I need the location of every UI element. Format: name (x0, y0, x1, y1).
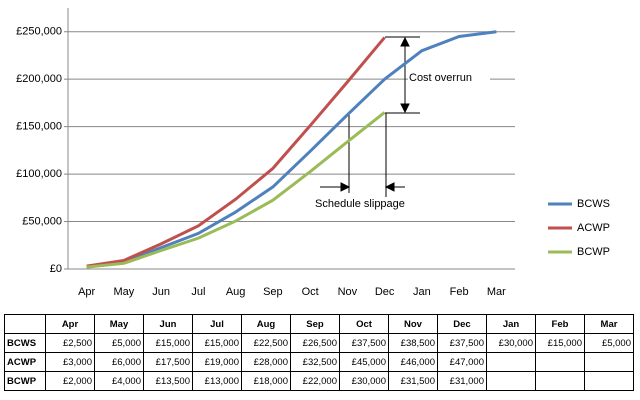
x-tick-label: Feb (450, 286, 469, 298)
table-cell: £28,000 (241, 352, 291, 372)
series-line (86, 36, 386, 268)
row-label: ACWP (4, 352, 46, 372)
data-table: Apr May Jun Jul Aug Sep Oct Nov Dec Jan Feb Mar BCW… (4, 314, 634, 391)
plot: £0 £50,000 £100,000 £150,000 £200,000 £250,00… (16, 8, 515, 298)
x-tick-label: Sep (263, 286, 283, 298)
table-cell: £6,000 (94, 352, 144, 372)
chart: £0 £50,000 £100,000 £150,000 £200,000 £250,00… (16, 8, 610, 298)
table-cell: £30,000 (486, 333, 536, 353)
table-cell: £47,000 (437, 352, 487, 372)
column-header: Dec (437, 314, 487, 334)
column-header: Sep (290, 314, 340, 334)
table-row: BCWP £2,000 £4,000 £13,500 £13,000 £18,000 £22… (4, 371, 634, 391)
column-header: Mar (584, 314, 634, 334)
empty-cell (584, 371, 634, 391)
table-cell: £5,000 (584, 333, 634, 353)
column-header: May (94, 314, 144, 334)
annotation-bg (408, 70, 490, 86)
annotation-arrows (320, 36, 420, 197)
table-cell: £17,500 (143, 352, 193, 372)
series-line (86, 30, 497, 269)
table-cell: £15,000 (192, 333, 242, 353)
x-tick-label: Jan (413, 286, 431, 298)
x-tick-label: Mar (487, 286, 506, 298)
table-cell: £31,000 (437, 371, 487, 391)
x-tick-label: Apr (78, 286, 95, 298)
empty-cell (486, 352, 536, 372)
table-cell: £46,000 (388, 352, 438, 372)
series-line (86, 111, 386, 269)
column-header: Jan (486, 314, 536, 334)
x-tick-label: May (113, 286, 134, 298)
x-tick-label: Jun (152, 286, 170, 298)
x-tick-label: Dec (375, 286, 395, 298)
row-label: BCWP (4, 371, 46, 391)
y-tick-label: £150,000 (16, 121, 62, 133)
table-cell: £37,500 (339, 333, 389, 353)
table-row: BCWS £2,500 £5,000 £15,000 £15,000 £22,500 £26… (4, 333, 634, 353)
y-tick-label: £50,000 (22, 215, 62, 227)
legend-label: BCWS (577, 198, 610, 210)
table-cell: £15,000 (143, 333, 193, 353)
column-header: Aug (241, 314, 291, 334)
table-cell: £19,000 (192, 352, 242, 372)
column-header: Jun (143, 314, 193, 334)
column-header: Jul (192, 314, 242, 334)
table-cell: £13,500 (143, 371, 193, 391)
table-cell: £15,000 (535, 333, 585, 353)
column-header: Oct (339, 314, 389, 334)
table-cell: £2,000 (45, 371, 95, 391)
table-cell: £32,500 (290, 352, 340, 372)
table-cell: £4,000 (94, 371, 144, 391)
table-cell: £30,000 (339, 371, 389, 391)
empty-cell (535, 371, 585, 391)
table-cell: £5,000 (94, 333, 144, 353)
table-cell: £18,000 (241, 371, 291, 391)
table-cell: £2,500 (45, 333, 95, 353)
annotation: Schedule slippage (315, 198, 405, 210)
blank-cell (4, 314, 46, 334)
x-tick-label: Jul (191, 286, 205, 298)
table-cell: £31,500 (388, 371, 438, 391)
column-header: Apr (45, 314, 95, 334)
legend-label: BCWP (577, 246, 610, 258)
column-header: Nov (388, 314, 438, 334)
table-cell: £45,000 (339, 352, 389, 372)
y-tick-label: £200,000 (16, 73, 62, 85)
table-cell: £3,000 (45, 352, 95, 372)
table-cell: £37,500 (437, 333, 487, 353)
x-tick-label: Oct (302, 286, 319, 298)
legend-label: ACWP (577, 222, 610, 234)
table-cell: £22,000 (290, 371, 340, 391)
empty-cell (486, 371, 536, 391)
x-tick-label: Nov (338, 286, 358, 298)
y-tick-label: £250,000 (16, 26, 62, 38)
row-label: BCWS (4, 333, 46, 353)
table-cell: £13,000 (192, 371, 242, 391)
column-header: Feb (535, 314, 585, 334)
empty-cell (584, 352, 634, 372)
y-tick-label: £100,000 (16, 168, 62, 180)
table-cell: £22,500 (241, 333, 291, 353)
table-cell: £38,500 (388, 333, 438, 353)
empty-cell (535, 352, 585, 372)
x-tick-label: Aug (226, 286, 246, 298)
annotation: Cost overrun (409, 72, 472, 84)
y-tick-label: £0 (50, 263, 62, 275)
table-cell: £26,500 (290, 333, 340, 353)
table-row: ACWP £3,000 £6,000 £17,500 £19,000 £28,000 £32… (4, 352, 634, 372)
